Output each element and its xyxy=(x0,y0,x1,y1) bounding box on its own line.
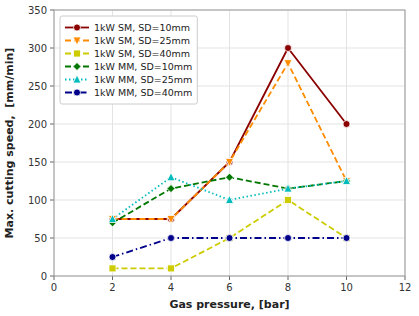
tick-label: 0 xyxy=(41,271,47,282)
series-line xyxy=(113,177,347,219)
tick-label: 4 xyxy=(168,282,174,293)
tick-label: 250 xyxy=(28,81,47,92)
x-axis-label: Gas pressure, [bar] xyxy=(169,298,289,311)
tick-label: 300 xyxy=(28,43,47,54)
legend-box xyxy=(60,16,197,104)
tick-label: 8 xyxy=(285,282,291,293)
plot-frame xyxy=(54,10,405,276)
tick-mark xyxy=(50,162,54,163)
point xyxy=(226,159,233,166)
point xyxy=(226,235,233,242)
chart: 0 2 4 6 8 10 12 0 50 100 150 200 250 300 350 Gas pressu… xyxy=(0,0,419,316)
background xyxy=(0,0,419,316)
tick-mark xyxy=(50,200,54,201)
tick-mark xyxy=(50,86,54,87)
legend-label: 1kW SM, SD=25mm xyxy=(94,35,190,46)
legend-label: 1kW MM, SD=40mm xyxy=(94,87,192,98)
legend-marker xyxy=(74,89,81,96)
tick-label: 350 xyxy=(28,5,47,16)
tick-mark xyxy=(50,124,54,125)
tick-mark xyxy=(50,10,54,11)
series-line xyxy=(113,177,347,223)
point xyxy=(284,185,292,193)
point xyxy=(343,121,350,128)
point xyxy=(109,216,117,224)
point xyxy=(343,177,351,185)
tick-mark xyxy=(50,238,54,239)
point xyxy=(285,235,292,242)
tick-mark xyxy=(54,276,55,280)
tick-label: 0 xyxy=(51,282,57,293)
point xyxy=(109,215,117,223)
point xyxy=(167,216,175,224)
tick-label: 200 xyxy=(28,119,47,130)
tick-mark xyxy=(288,276,289,280)
tick-label: 10 xyxy=(340,282,353,293)
tick-label: 12 xyxy=(399,282,412,293)
legend-label: 1kW SM, SD=40mm xyxy=(94,48,190,59)
tick-mark xyxy=(50,48,54,49)
point xyxy=(284,184,292,192)
grid xyxy=(54,10,405,276)
axes: 0 2 4 6 8 10 12 0 50 100 150 200 250 300 350 xyxy=(28,5,411,294)
point xyxy=(343,235,350,242)
point xyxy=(109,265,116,272)
legend-label: 1kW MM, SD=10mm xyxy=(94,61,192,72)
tick-label: 6 xyxy=(226,282,232,293)
legend: 1kW SM, SD=10mm 1kW SM, SD=25mm 1kW SM, SD… xyxy=(60,16,197,104)
tick-mark xyxy=(405,276,406,280)
tick-mark xyxy=(50,276,54,277)
point xyxy=(167,173,175,181)
point xyxy=(168,235,175,242)
point xyxy=(109,216,116,223)
grid-line xyxy=(54,124,405,125)
point xyxy=(285,197,292,204)
tick-label: 150 xyxy=(28,157,47,168)
tick-mark xyxy=(171,276,172,280)
point xyxy=(226,173,234,181)
tick-label: 2 xyxy=(109,282,115,293)
legend-marker xyxy=(73,37,81,45)
point xyxy=(226,196,234,204)
point xyxy=(226,159,234,167)
point xyxy=(284,60,292,68)
y-axis-label: Max. cutting speed, [mm/min] xyxy=(3,48,16,239)
point xyxy=(343,177,351,185)
point xyxy=(343,178,351,186)
tick-mark xyxy=(112,276,113,280)
series-line xyxy=(113,200,347,268)
point xyxy=(168,216,175,223)
point xyxy=(226,235,233,242)
legend-marker xyxy=(73,75,81,83)
tick-mark xyxy=(346,276,347,280)
point xyxy=(167,185,175,193)
legend-marker xyxy=(74,50,81,57)
legend-marker xyxy=(73,63,81,71)
point xyxy=(109,254,116,261)
legend-label: 1kW SM, SD=10mm xyxy=(94,22,190,33)
point xyxy=(285,45,292,52)
tick-label: 50 xyxy=(34,233,47,244)
tick-label: 100 xyxy=(28,195,47,206)
legend-marker xyxy=(74,24,81,31)
point xyxy=(168,265,175,272)
point xyxy=(343,235,350,242)
legend-label: 1kW MM, SD=25mm xyxy=(94,74,192,85)
tick-mark xyxy=(229,276,230,280)
